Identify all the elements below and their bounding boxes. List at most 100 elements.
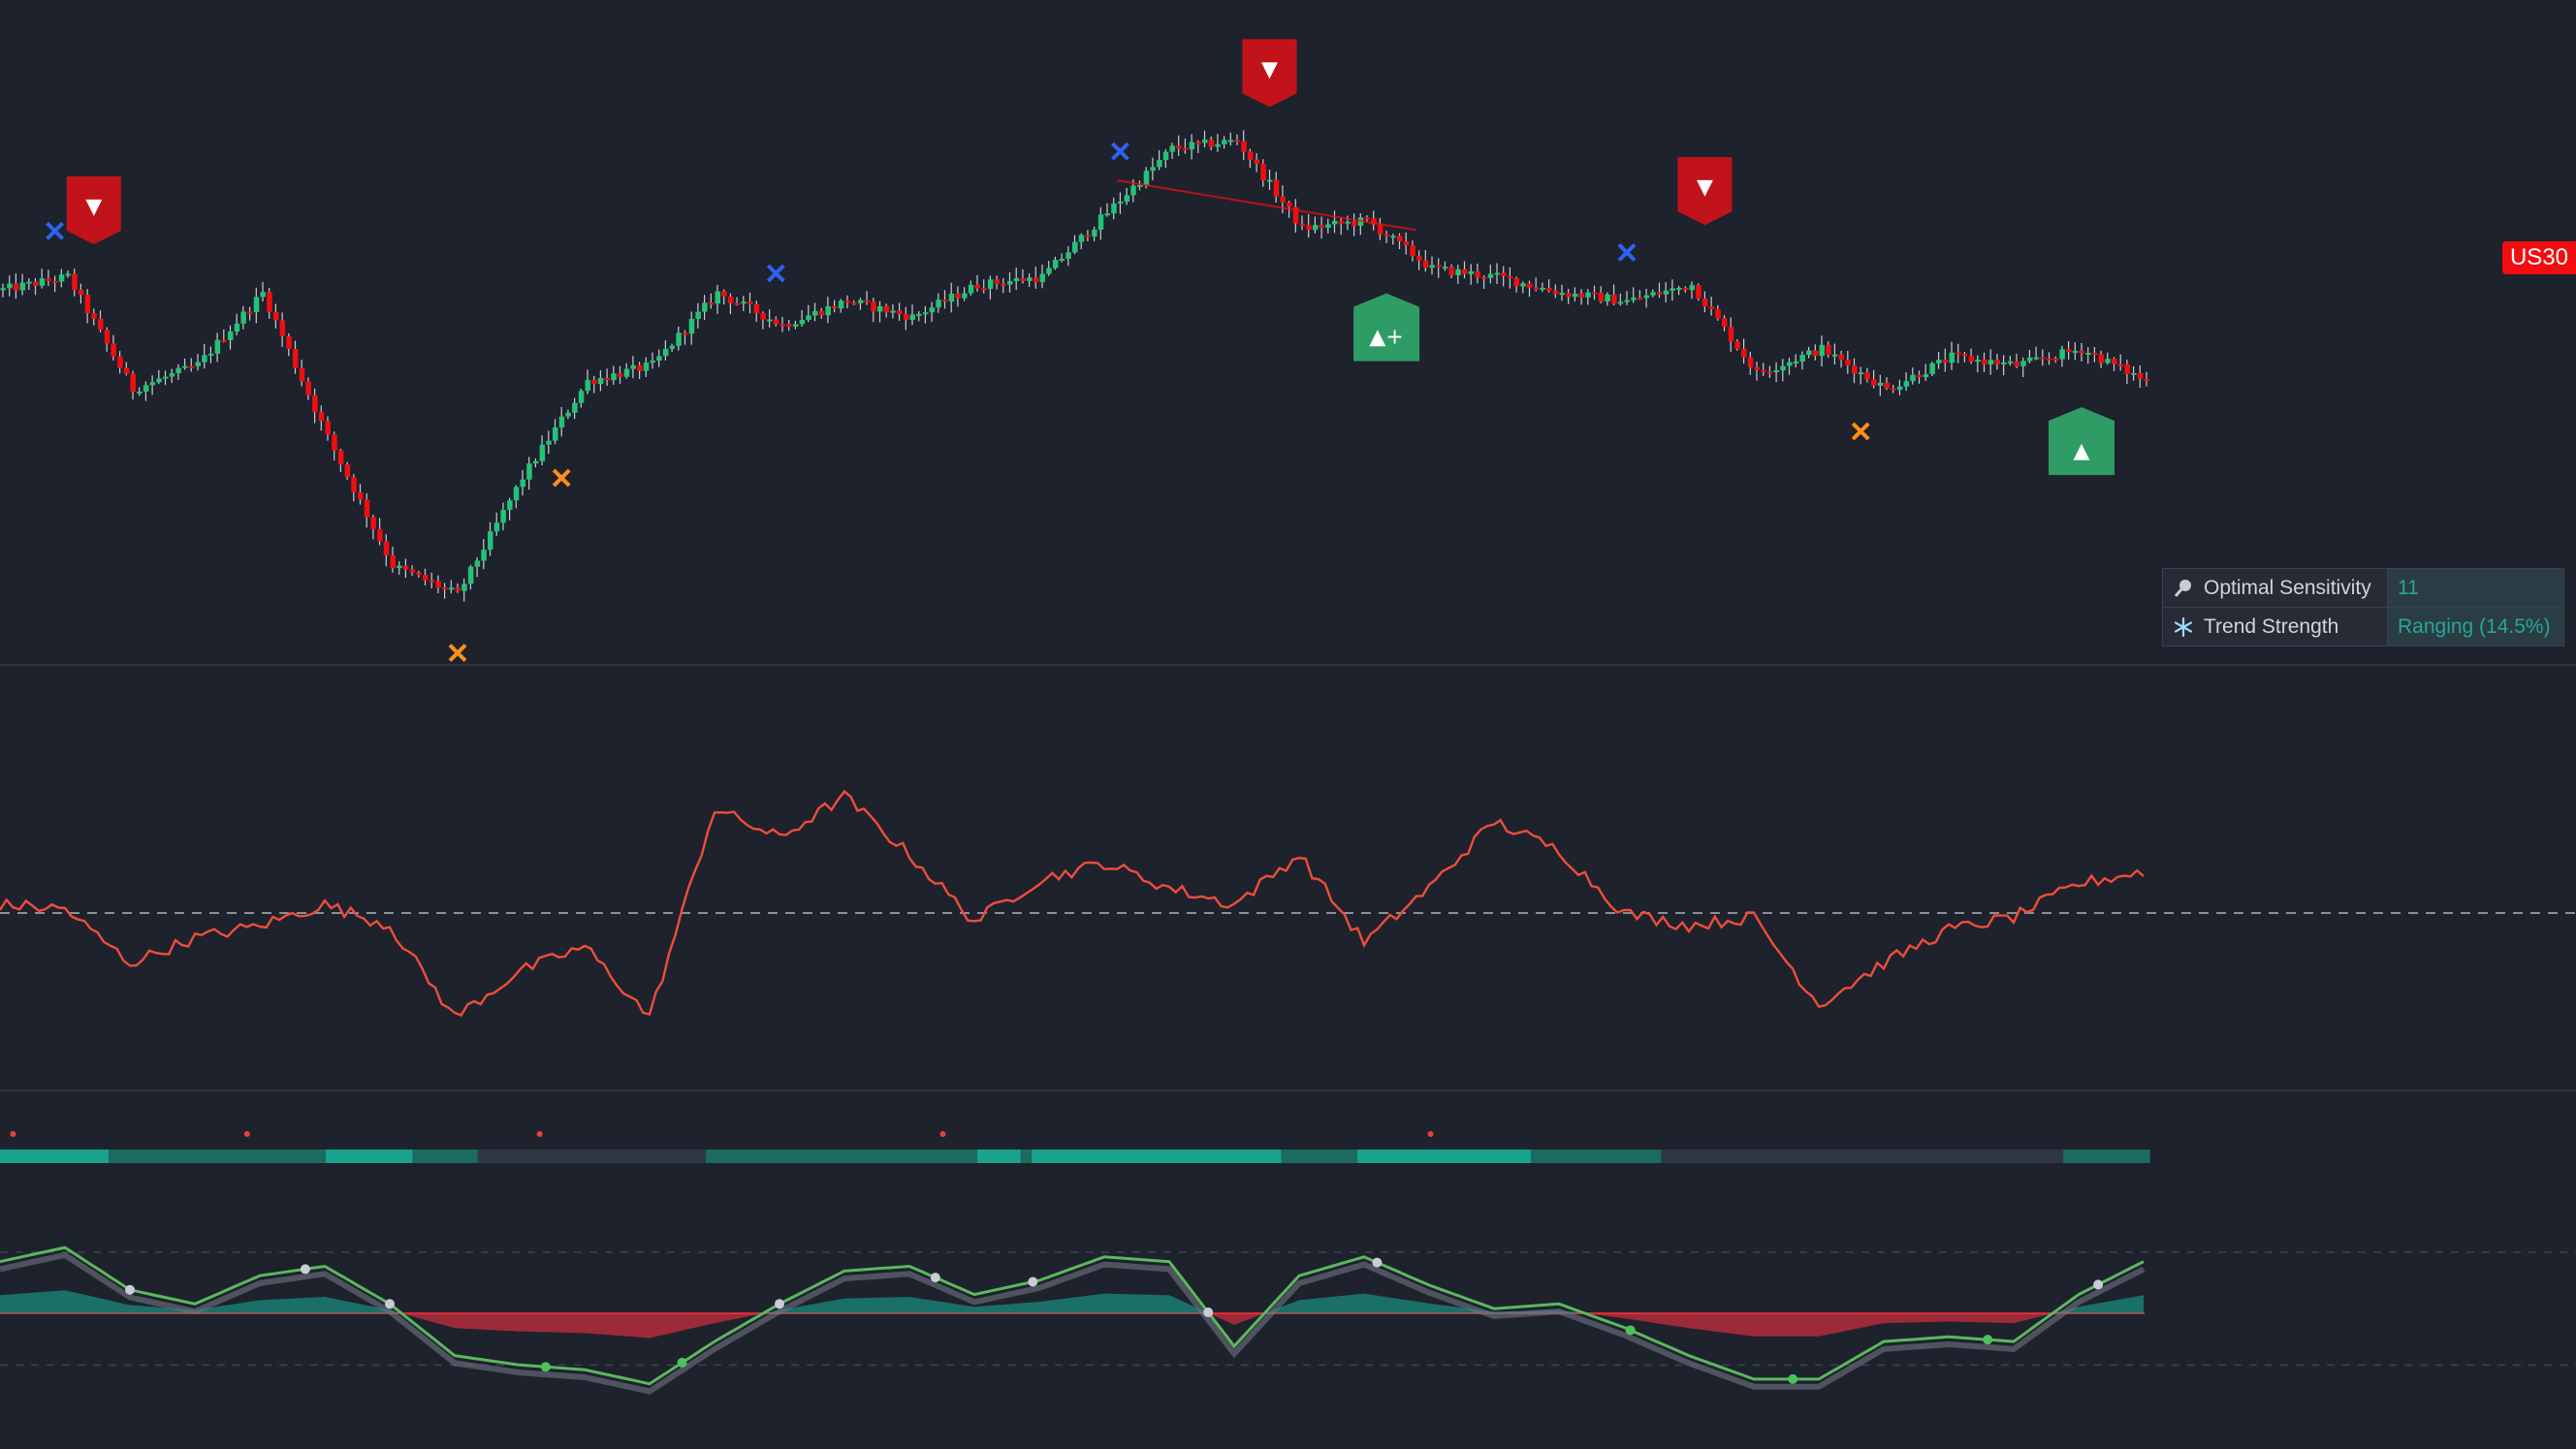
ribbon-segment (326, 1150, 413, 1163)
candle-body (1371, 218, 1377, 225)
candle-body (383, 541, 390, 555)
candle-body (903, 313, 909, 321)
candle-body (0, 288, 6, 291)
candle-body (442, 587, 448, 590)
candle-body (1117, 202, 1124, 205)
buy-badge-label: ▲ (2074, 439, 2090, 463)
info-table: Optimal Sensitivity 11 Trend Strength Ra… (2162, 568, 2564, 646)
candle-body (727, 296, 734, 303)
candle-body (773, 319, 779, 325)
candle-body (1670, 288, 1675, 291)
cross-stroke (1851, 422, 1870, 441)
candle-body (799, 320, 806, 325)
candle-body (1741, 348, 1747, 358)
candle-body (1273, 179, 1280, 197)
candle-body (1917, 374, 1923, 378)
candle-body (293, 349, 299, 368)
candle-body (332, 434, 337, 451)
candle-body (2066, 349, 2072, 353)
info-label-text: Optimal Sensitivity (2204, 576, 2371, 599)
candle-body (708, 302, 715, 305)
wave-dot (1372, 1257, 1383, 1268)
candle-body (637, 364, 643, 371)
candle-body (169, 373, 175, 377)
candle-body (994, 279, 1001, 284)
candle-body (1332, 220, 1338, 225)
candle-body (1247, 151, 1254, 160)
candle-body (1715, 308, 1721, 319)
candle-body (2131, 372, 2137, 375)
candle-body (2091, 353, 2098, 356)
candle-body (1994, 360, 2000, 364)
candle-body (611, 373, 617, 381)
candle-body (33, 281, 39, 286)
candle-body (267, 292, 272, 313)
candle-body (890, 310, 896, 313)
cross-mark (766, 264, 785, 283)
candle-body (1787, 362, 1793, 366)
candle-body (1533, 287, 1540, 290)
candle-body (1007, 281, 1013, 285)
candle-body (1513, 278, 1520, 287)
candle-body (929, 307, 936, 313)
candle-body (513, 487, 520, 501)
candle-body (767, 319, 773, 322)
candle-body (351, 477, 357, 493)
candle-body (1598, 292, 1605, 302)
candle-body (1345, 221, 1351, 224)
wave-dot (1028, 1276, 1038, 1287)
candle-body (1157, 160, 1162, 168)
candle-body (448, 587, 455, 590)
wave-dot (125, 1284, 135, 1295)
candle-body (2020, 361, 2026, 366)
candle-body (2052, 358, 2059, 361)
candle-body (676, 332, 682, 346)
candle-body (1422, 260, 1429, 268)
candle-body (1241, 141, 1247, 152)
candle-body (1260, 163, 1266, 181)
wave-dot (1788, 1373, 1798, 1384)
candle-body (1949, 352, 1955, 363)
candle-body (688, 318, 695, 334)
candle-body (1812, 350, 1819, 357)
candle-body (857, 299, 864, 303)
candle-body (19, 282, 26, 291)
candle-body (1352, 221, 1357, 226)
candle-body (286, 336, 292, 350)
info-label-sensitivity: Optimal Sensitivity (2163, 569, 2388, 607)
candle-body (1442, 267, 1448, 269)
candle-body (1572, 293, 1578, 298)
candle-body (1487, 273, 1494, 278)
candle-body (546, 440, 552, 445)
candle-body (1104, 213, 1110, 216)
candle-body (1227, 140, 1234, 142)
candle-body (13, 283, 19, 291)
candle-body (111, 343, 116, 357)
candle-body (1858, 372, 1864, 375)
candle-body (1189, 142, 1195, 150)
candle-body (202, 355, 207, 362)
wave-dot (677, 1357, 687, 1368)
candle-body (2085, 353, 2091, 356)
cross-stroke (552, 468, 571, 488)
candle-body (1956, 352, 1961, 355)
info-value-trend: Ranging (14.5%) (2388, 608, 2563, 646)
candle-body (1559, 293, 1565, 296)
candle-body (7, 283, 13, 289)
price-pane (0, 130, 2149, 602)
candle-body (1195, 142, 1201, 144)
candle-body (72, 273, 78, 291)
candle-body (143, 385, 149, 392)
momentum-flow-positive (0, 1290, 2144, 1313)
cross-stroke (1110, 142, 1129, 161)
sell-signal-marker: ▼ (66, 176, 121, 244)
candle-body (1176, 145, 1182, 149)
candle-body (163, 376, 169, 379)
candle-body (779, 324, 785, 327)
candle-body (1605, 294, 1610, 302)
info-label-trend: Trend Strength (2163, 608, 2388, 646)
candle-body (1383, 234, 1390, 236)
cross-stroke (46, 221, 65, 240)
